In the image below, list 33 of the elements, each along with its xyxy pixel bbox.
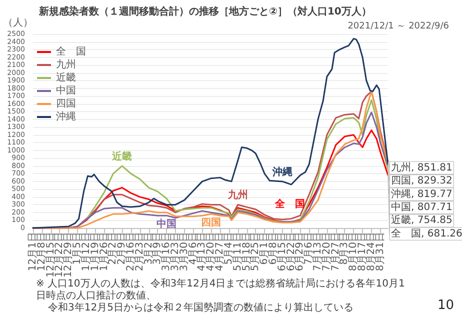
- legend-label: 九州: [56, 58, 76, 70]
- text: 10: [437, 298, 454, 313]
- text: 令和3年12月5日からは令和２年国勢調査の数値により算出している: [48, 302, 354, 314]
- data-label: 沖縄: [271, 166, 292, 178]
- legend-label: 沖縄: [56, 110, 76, 122]
- chart-subtitle: 2021/12/1 ～ 2022/9/6: [348, 22, 450, 32]
- x-tick-label: 8月31日: [374, 232, 386, 272]
- data-label: 九州, 851.81: [391, 161, 452, 174]
- data-label: 九州: [226, 189, 248, 202]
- x-tick-label: 6月15日: [276, 232, 288, 272]
- text: ※ 人口10万人の人数は、令和3年12月4日までは総務省統計局における各年10月1日時点の人口推計の数値、: [36, 278, 405, 302]
- legend-label: 全 国: [56, 46, 86, 58]
- data-label: 中国: [156, 218, 177, 230]
- data-label: 四国: [201, 218, 222, 229]
- x-tick-label: 1月19日: [90, 232, 101, 272]
- x-tick-label: 5月11日: [232, 232, 244, 272]
- x-tick-label: 2月16日: [125, 232, 136, 272]
- data-label: 沖縄, 819.77: [391, 188, 452, 200]
- data-label: 全 国: [274, 198, 306, 210]
- legend-label: 近畿: [56, 72, 76, 84]
- data-label: 四国, 829.32: [391, 176, 452, 187]
- legend-label: 中国: [56, 84, 76, 96]
- x-tick-label: 12月1日: [28, 232, 38, 272]
- data-label: 近畿: [111, 150, 132, 162]
- data-label: 全 国, 681.26: [391, 227, 462, 240]
- chart-title: 新規感染者数（１週間移動合計）の推移［地方ごと②］（対人口10万人）: [38, 6, 372, 18]
- x-tick-label: 8月24日: [366, 232, 377, 272]
- data-label: 近畿, 754.85: [391, 214, 452, 226]
- y-axis-title: （人）: [3, 18, 33, 28]
- data-label: 中国, 807.71: [391, 201, 452, 213]
- legend-label: 四国: [56, 98, 76, 110]
- x-tick-label: 7月20日: [321, 232, 332, 272]
- x-tick-label: 1月12日: [80, 232, 92, 272]
